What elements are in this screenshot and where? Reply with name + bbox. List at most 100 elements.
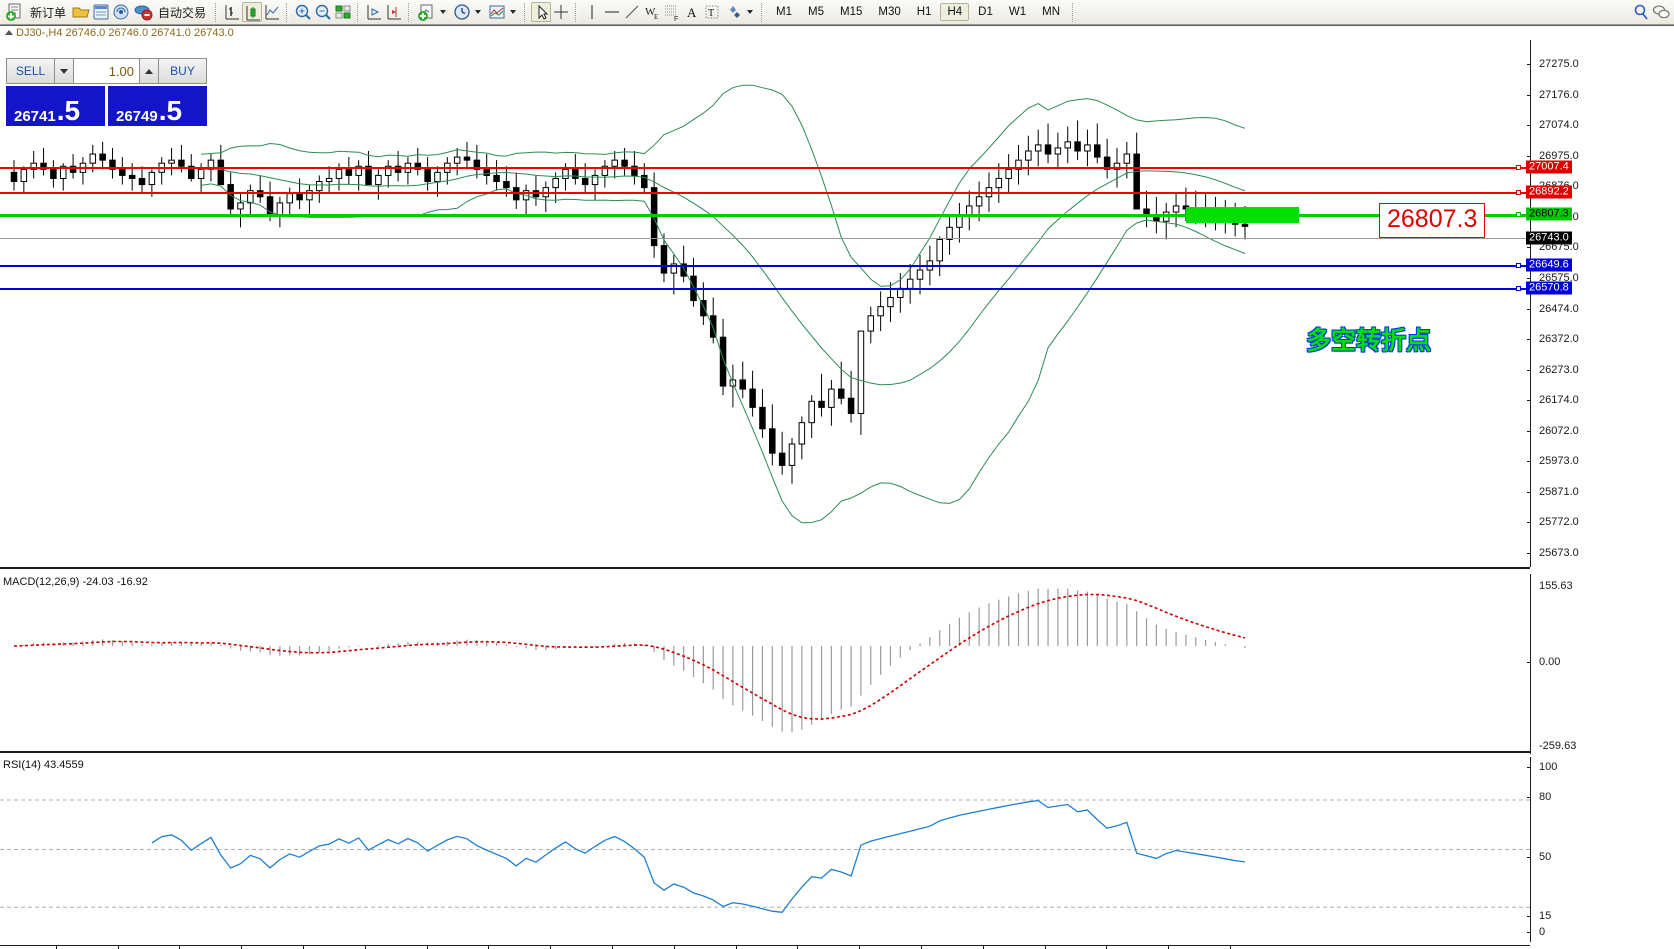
timeframe-h1[interactable]: H1 [916, 6, 932, 18]
rsi-chart-canvas [0, 799, 1530, 913]
volume-decrease-button[interactable] [55, 59, 74, 83]
timeframe-m1[interactable]: M1 [776, 6, 793, 18]
shapes-button[interactable] [722, 1, 757, 23]
timeframe-mn[interactable]: MN [1042, 6, 1060, 18]
price-tick [1527, 155, 1531, 157]
text-icon[interactable]: A [682, 2, 702, 22]
level-line-27007[interactable] [0, 167, 1530, 169]
time-tick [241, 946, 243, 949]
price-tick [1527, 491, 1531, 493]
rsi-tick-label: 100 [1539, 761, 1558, 773]
price-tag-last[interactable]: 26743.0 [1526, 231, 1572, 245]
rsi-scale[interactable]: 100 80 50 15 0 [1527, 757, 1674, 942]
period-icon [452, 2, 472, 22]
pane-divider-macd-rsi[interactable] [0, 751, 1530, 753]
price-tag-pivot[interactable]: 26807.3 [1516, 207, 1572, 221]
highlight-rectangle[interactable] [1186, 207, 1299, 223]
sell-button[interactable]: SELL [6, 58, 55, 84]
buy-button[interactable]: BUY [158, 58, 207, 84]
shift-end-icon[interactable] [384, 2, 404, 22]
sell-price-quote[interactable]: 26741 .5 [6, 86, 105, 126]
timeframe-h4[interactable]: H4 [940, 3, 970, 21]
chevron-down-icon[interactable] [747, 10, 754, 14]
candlestick-chart-icon[interactable] [242, 2, 263, 22]
price-tag-support-1[interactable]: 26649.6 [1516, 258, 1572, 272]
macd-pane[interactable]: MACD(12,26,9) -24.03 -16.92 [0, 574, 1530, 754]
timeframe-m15[interactable]: M15 [840, 6, 863, 18]
templates-button[interactable] [485, 1, 520, 23]
buy-price-fraction: .5 [158, 95, 183, 126]
chevron-down-icon[interactable] [475, 10, 482, 14]
rsi-pane[interactable]: RSI(14) 43.4559 [0, 757, 1530, 942]
level-line-26570[interactable] [0, 288, 1530, 290]
vertical-line-icon[interactable] [582, 2, 602, 22]
indicators-icon [417, 2, 437, 22]
timeframe-m30[interactable]: M30 [878, 6, 901, 18]
level-drag-handle[interactable] [1516, 164, 1521, 170]
trendline-icon[interactable] [622, 2, 642, 22]
price-scale[interactable]: 27275.027176.027074.026975.026876.026774… [1516, 40, 1674, 567]
chinese-annotation[interactable]: 多空转折点 [1306, 326, 1432, 355]
level-drag-handle[interactable] [1516, 285, 1521, 291]
indicators-button[interactable] [415, 1, 450, 23]
time-tick [55, 946, 57, 949]
buy-price-quote[interactable]: 26749 .5 [108, 86, 207, 126]
zoom-in-icon[interactable] [293, 2, 313, 22]
data-window-icon[interactable] [91, 2, 111, 22]
time-axis[interactable]: 16 Sep 201917 Sep 16:0019 Sep 00:0020 Se… [0, 945, 1530, 949]
time-tick [797, 946, 799, 949]
time-tick [426, 946, 428, 949]
signal-icon[interactable] [111, 2, 131, 22]
level-drag-handle[interactable] [1516, 262, 1521, 268]
pane-divider-price-macd[interactable] [0, 567, 1530, 569]
price-tag-resistance-1[interactable]: 26892.2 [1516, 185, 1572, 199]
horizontal-line-icon[interactable] [602, 2, 622, 22]
folder-icon[interactable] [71, 2, 91, 22]
search-icon[interactable] [1631, 2, 1651, 22]
time-tick [1106, 946, 1108, 949]
level-line-26807[interactable] [0, 214, 1530, 217]
volume-increase-button[interactable] [139, 59, 158, 83]
cursor-icon[interactable] [531, 2, 552, 22]
timeframe-m5[interactable]: M5 [808, 6, 824, 18]
new-order-button[interactable]: 新订单 [3, 1, 71, 23]
price-tick [1527, 430, 1531, 432]
macd-scale[interactable]: 155.63 0.00 -259.63 [1527, 574, 1674, 754]
level-drag-handle[interactable] [1516, 211, 1521, 217]
one-click-trading-panel[interactable]: SELL 1.00 BUY 26741 .5 26749 .5 [6, 58, 207, 126]
price-pane[interactable]: 26807.3 多空转折点 [0, 40, 1530, 567]
crosshair-icon[interactable] [551, 2, 571, 22]
tile-windows-icon[interactable] [333, 2, 353, 22]
timeframe-d1[interactable]: D1 [978, 6, 993, 18]
time-tick [303, 946, 304, 949]
chat-icon[interactable] [1651, 2, 1671, 22]
price-callout-label[interactable]: 26807.3 [1379, 203, 1486, 238]
collapse-triangle-icon[interactable] [5, 30, 13, 35]
time-tick [117, 946, 119, 949]
timeframe-w1[interactable]: W1 [1008, 6, 1027, 18]
price-tick [1527, 308, 1531, 310]
bar-chart-icon[interactable] [222, 2, 242, 22]
elliott-wave-icon[interactable]: W E [642, 2, 662, 22]
zoom-out-icon[interactable] [313, 2, 333, 22]
price-tick-label: 26975.0 [1539, 149, 1579, 162]
period-button[interactable] [450, 1, 485, 23]
auto-trading-button[interactable]: 自动交易 [131, 1, 211, 23]
svg-text:E: E [654, 13, 658, 21]
fibonacci-icon[interactable]: F [662, 2, 682, 22]
shift-start-icon[interactable] [364, 2, 384, 22]
macd-label: MACD(12,26,9) -24.03 -16.92 [3, 576, 148, 588]
macd-chart-canvas [13, 588, 1246, 733]
quote-row: 26741 .5 26749 .5 [6, 86, 207, 126]
chevron-down-icon[interactable] [440, 10, 447, 14]
volume-stepper[interactable]: 1.00 [55, 58, 158, 84]
line-chart-icon[interactable] [262, 2, 282, 22]
volume-value[interactable]: 1.00 [74, 59, 139, 83]
price-tag-resistance-2[interactable]: 27007.4 [1516, 160, 1572, 174]
price-tag-support-2[interactable]: 26570.8 [1516, 281, 1572, 295]
level-drag-handle[interactable] [1516, 189, 1521, 195]
level-line-26892[interactable] [0, 192, 1530, 194]
text-label-icon[interactable]: T [702, 2, 722, 22]
chevron-down-icon[interactable] [510, 10, 517, 14]
level-line-26649[interactable] [0, 265, 1530, 267]
